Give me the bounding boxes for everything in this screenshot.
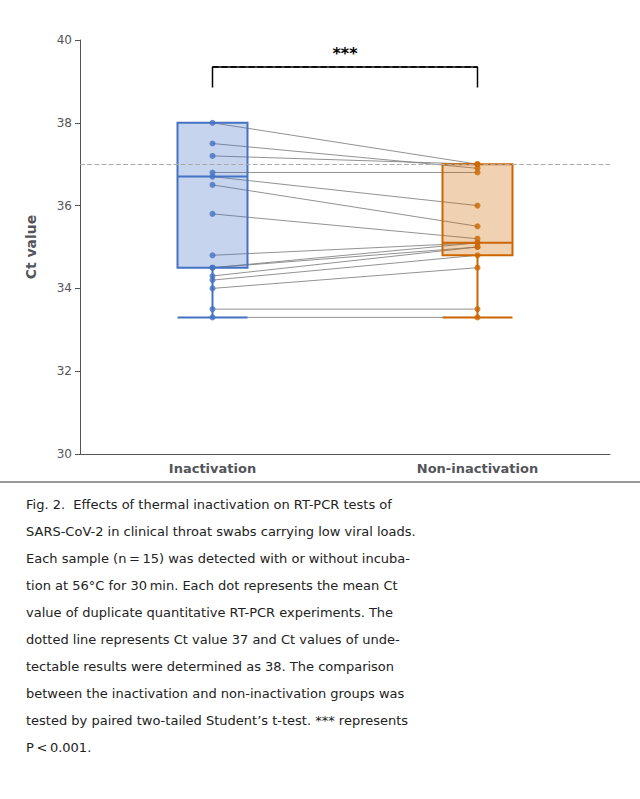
svg-text:tested by paired two-tailed St: tested by paired two-tailed Student’s t-… [26, 713, 408, 728]
svg-text:34: 34 [57, 281, 72, 295]
svg-text:32: 32 [57, 364, 72, 378]
svg-text:36: 36 [57, 199, 72, 213]
svg-text:***: *** [332, 44, 358, 63]
svg-text:Each sample (n = 15) was detec: Each sample (n = 15) was detected with o… [26, 551, 410, 566]
svg-text:SARS-CoV-2 in clinical throat: SARS-CoV-2 in clinical throat swabs carr… [26, 524, 416, 539]
svg-text:tectable results were determin: tectable results were determined as 38. … [26, 659, 394, 674]
svg-text:Non-inactivation: Non-inactivation [417, 461, 538, 476]
svg-text:between the inactivation and n: between the inactivation and non-inactiv… [26, 686, 405, 701]
svg-text:40: 40 [57, 33, 72, 47]
svg-text:tion at 56°C for 30 min. Each: tion at 56°C for 30 min. Each dot repres… [26, 578, 398, 593]
svg-text:dotted line represents Ct valu: dotted line represents Ct value 37 and C… [26, 632, 400, 647]
svg-text:Ct value: Ct value [23, 215, 39, 280]
svg-text:Fig. 2. Effects of thermal in: Fig. 2. Effects of thermal inactivation … [26, 497, 392, 512]
svg-text:Inactivation: Inactivation [169, 461, 256, 476]
svg-text:value of duplicate quantitativ: value of duplicate quantitative RT-PCR e… [26, 605, 393, 620]
svg-text:38: 38 [57, 116, 72, 130]
svg-text:30: 30 [57, 447, 72, 461]
svg-text:P < 0.001.: P < 0.001. [26, 740, 91, 755]
